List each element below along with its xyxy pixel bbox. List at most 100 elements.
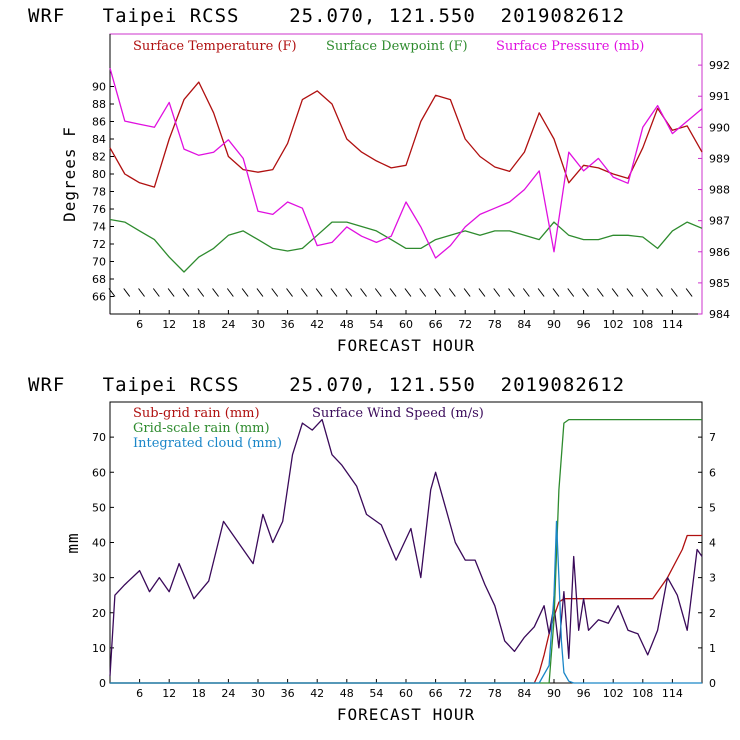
legend-surface-wind-speed: Surface Wind Speed (m/s): [312, 406, 484, 421]
top-y-tick-label: 70: [92, 256, 106, 269]
top-y-tick-label: 78: [92, 186, 106, 199]
bottom-y2-tick-label: 2: [709, 607, 716, 620]
top-xlabel: FORECAST HOUR: [337, 336, 475, 355]
legend-surface-dewpoint: Surface Dewpoint (F): [326, 39, 468, 54]
top-y-tick-label: 68: [92, 273, 106, 286]
bottom-y2-tick-label: 1: [709, 642, 716, 655]
bottom-y2-tick-label: 6: [709, 466, 716, 479]
top-x-tick-label: 60: [399, 318, 413, 331]
bottom-y2-tick-label: 0: [709, 677, 716, 690]
bottom-x-tick-label: 102: [603, 687, 624, 700]
bottom-x-tick-label: 114: [662, 687, 683, 700]
bottom-y-tick-label: 70: [92, 431, 106, 444]
bottom-x-tick-label: 48: [340, 687, 354, 700]
legend-surface-temperature: Surface Temperature (F): [133, 39, 297, 54]
wind-barb: [330, 288, 338, 297]
bottom-y-tick-label: 30: [92, 572, 106, 585]
wind-barb: [226, 288, 234, 297]
bottom-x-tick-label: 72: [458, 687, 472, 700]
bottom-x-tick-label: 12: [162, 687, 176, 700]
top-title: WRF Taipei RCSS 25.070, 121.550 20190826…: [28, 5, 625, 27]
wind-barb: [152, 288, 160, 297]
wind-barb: [463, 288, 471, 297]
wind-barb: [241, 288, 249, 297]
bottom-ylabel: mm: [63, 532, 82, 553]
bottom-x-tick-label: 60: [399, 687, 413, 700]
wind-barb: [508, 288, 515, 297]
bottom-x-tick-label: 30: [251, 687, 265, 700]
top-x-tick-label: 18: [192, 318, 206, 331]
top-x-tick-label: 30: [251, 318, 265, 331]
bottom-y-tick-label: 50: [92, 501, 106, 514]
wind-barb: [641, 288, 649, 297]
top-y2-tick-label: 992: [709, 59, 730, 72]
bottom-xlabel: FORECAST HOUR: [337, 705, 475, 724]
top-x-tick-label: 36: [281, 318, 295, 331]
bottom-x-tick-label: 54: [369, 687, 383, 700]
series-line-surface-temperature-f: [109, 81, 703, 188]
wind-barb: [360, 288, 367, 297]
wind-barb: [656, 288, 663, 297]
legend-grid-scale-rain: Grid-scale rain (mm): [133, 421, 270, 436]
bottom-y2-tick-label: 5: [709, 501, 716, 514]
bottom-x-tick-label: 108: [632, 687, 653, 700]
top-y2-tick-label: 988: [709, 184, 730, 197]
top-y2-tick-label: 986: [709, 246, 730, 259]
top-y2-tick-label: 985: [709, 277, 730, 290]
top-y-tick-label: 82: [92, 151, 106, 164]
wind-barb: [685, 288, 693, 297]
wind-barb: [389, 288, 397, 297]
wind-barb: [493, 288, 501, 297]
top-x-tick-label: 42: [310, 318, 324, 331]
top-y-tick-label: 88: [92, 98, 106, 111]
bottom-y-tick-label: 10: [92, 642, 106, 655]
wind-barb: [448, 288, 456, 297]
bottom-x-tick-label: 18: [192, 687, 206, 700]
top-x-tick-label: 12: [162, 318, 176, 331]
top-y-tick-label: 80: [92, 168, 106, 181]
top-y-tick-label: 90: [92, 81, 106, 94]
wind-barb: [345, 288, 353, 297]
wind-barb: [300, 288, 308, 297]
wind-barbs: [108, 288, 693, 297]
wind-barb: [404, 288, 412, 297]
bottom-x-tick-label: 24: [221, 687, 235, 700]
wind-barb: [626, 288, 634, 297]
top-y-tick-label: 72: [92, 238, 106, 251]
bottom-y2-tick-label: 3: [709, 572, 716, 585]
bottom-x-tick-label: 84: [517, 687, 531, 700]
top-y2-tick-label: 990: [709, 121, 730, 134]
top-y2-tick-label: 989: [709, 152, 730, 165]
top-x-tick-label: 78: [488, 318, 502, 331]
series-line-grid-scale-rain-mm: [110, 418, 702, 684]
top-x-tick-label: 96: [577, 318, 591, 331]
bottom-y-tick-label: 60: [92, 466, 106, 479]
wind-barb: [108, 288, 116, 297]
wind-barb: [315, 288, 323, 297]
bottom-x-tick-label: 78: [488, 687, 502, 700]
top-x-tick-label: 84: [517, 318, 531, 331]
bottom-x-tick-label: 96: [577, 687, 591, 700]
bottom-x-tick-label: 66: [429, 687, 443, 700]
series-line-surface-dewpoint-f: [109, 218, 703, 273]
wind-barb: [271, 288, 279, 297]
top-y-tick-label: 84: [92, 133, 106, 146]
series-line-surface-wind-speed-m-s: [109, 418, 703, 677]
series-line-integrated-cloud-mm: [110, 520, 702, 684]
top-x-tick-label: 24: [221, 318, 235, 331]
legend-sub-grid-rain: Sub-grid rain (mm): [133, 406, 260, 421]
wind-barb: [434, 288, 441, 297]
bottom-x-tick-label: 36: [281, 687, 295, 700]
top-y-tick-label: 74: [92, 221, 106, 234]
legend-surface-pressure: Surface Pressure (mb): [496, 39, 644, 54]
wind-barb: [182, 288, 190, 297]
wind-barb: [197, 288, 205, 297]
legend-integrated-cloud: Integrated cloud (mm): [133, 436, 282, 451]
wind-barb: [522, 288, 530, 297]
wind-barb: [537, 288, 545, 297]
top-x-tick-label: 72: [458, 318, 472, 331]
top-y-tick-label: 76: [92, 203, 106, 216]
bottom-y2-tick-label: 4: [709, 537, 716, 550]
wind-barb: [138, 288, 145, 297]
